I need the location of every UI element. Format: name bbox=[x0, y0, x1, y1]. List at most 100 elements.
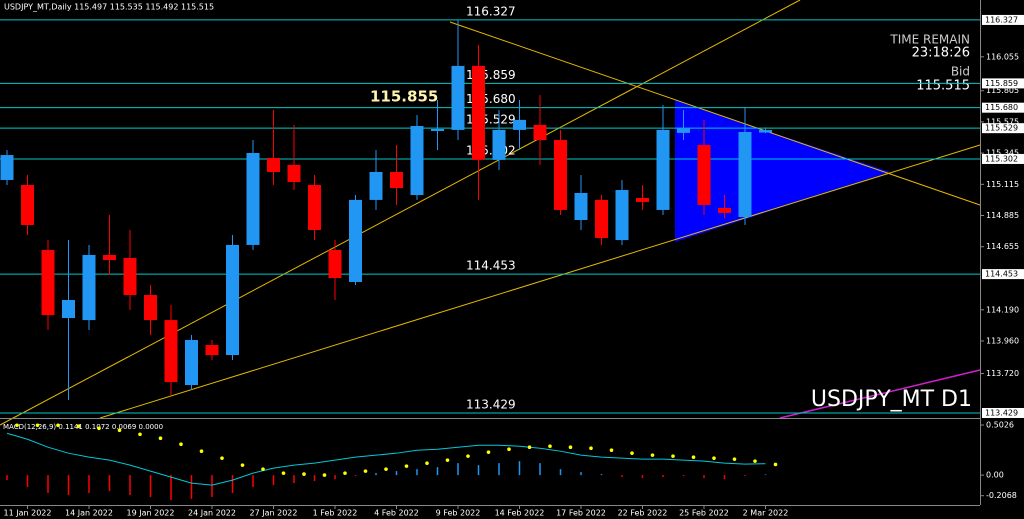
candle-body bbox=[390, 171, 403, 188]
candle-body bbox=[574, 192, 588, 220]
x-tick-label: 1 Feb 2022 bbox=[313, 509, 358, 518]
x-tick-label: 25 Feb 2022 bbox=[679, 509, 729, 518]
signal-dot bbox=[138, 432, 142, 437]
signal-dot bbox=[363, 469, 368, 473]
candle-body bbox=[267, 158, 280, 172]
candle-body bbox=[164, 320, 178, 383]
candle-body bbox=[636, 198, 649, 202]
y-tick-label: 0.5026 bbox=[986, 421, 1014, 430]
signal-dot bbox=[302, 472, 306, 476]
y-tick-label: 114.655 bbox=[986, 242, 1019, 251]
signal-dot bbox=[507, 447, 511, 451]
signal-dot bbox=[404, 464, 409, 468]
signal-dot bbox=[199, 449, 204, 453]
signal-dot bbox=[671, 454, 675, 458]
signal-dot bbox=[97, 426, 101, 431]
candle-body bbox=[615, 190, 629, 241]
y-tick-label: 114.190 bbox=[986, 305, 1019, 314]
level-box bbox=[982, 269, 1024, 280]
signal-dot bbox=[179, 442, 183, 447]
candle-body bbox=[533, 124, 547, 140]
candle-body bbox=[738, 131, 752, 218]
x-tick-label: 24 Jan 2022 bbox=[188, 509, 236, 518]
level-axis-label: 115.680 bbox=[985, 103, 1018, 112]
bid-value: 115.515 bbox=[916, 79, 970, 94]
macd-title: MACD(12,26,9) 0.1141 0.1072 0.0069 0.000… bbox=[3, 423, 163, 431]
level-axis-label: 115.529 bbox=[985, 124, 1018, 133]
x-tick-label: 27 Jan 2022 bbox=[250, 509, 298, 518]
signal-dot bbox=[630, 451, 634, 455]
x-tick-label: 9 Feb 2022 bbox=[436, 509, 481, 518]
candle-body bbox=[21, 184, 34, 226]
level-label: 114.453 bbox=[466, 259, 516, 273]
trend-line bbox=[99, 144, 981, 419]
signal-dot bbox=[691, 455, 696, 459]
level-box bbox=[982, 153, 1024, 164]
candle-body bbox=[472, 65, 485, 160]
candle-body bbox=[697, 144, 711, 205]
candle-body bbox=[82, 254, 96, 321]
signal-dot bbox=[589, 446, 593, 451]
signal-dot bbox=[486, 450, 491, 454]
x-tick-label: 19 Jan 2022 bbox=[127, 509, 175, 518]
signal-dot bbox=[56, 423, 60, 428]
price-annotation: 115.855 bbox=[370, 88, 438, 106]
candle-body bbox=[410, 125, 424, 196]
signal-dot bbox=[343, 471, 347, 475]
signal-dot bbox=[650, 453, 655, 457]
signal-dot bbox=[609, 448, 614, 452]
signal-dot bbox=[117, 428, 122, 433]
candle-body bbox=[677, 127, 690, 133]
candle-body bbox=[718, 207, 731, 213]
x-tick-label: 14 Feb 2022 bbox=[495, 509, 545, 518]
candle-body bbox=[246, 152, 260, 245]
x-tick-label: 22 Feb 2022 bbox=[618, 509, 668, 518]
candle-body bbox=[123, 257, 137, 295]
signal-dot bbox=[445, 458, 450, 462]
symbol-label: USDJPY_MT D1 bbox=[811, 387, 972, 412]
y-tick-label: 113.960 bbox=[986, 336, 1019, 345]
x-tick-label: 11 Jan 2022 bbox=[4, 509, 52, 518]
signal-dot bbox=[753, 459, 757, 463]
signal-dot bbox=[76, 424, 81, 429]
candle-body bbox=[451, 65, 465, 130]
level-box bbox=[982, 407, 1024, 418]
signal-dot bbox=[548, 444, 552, 449]
signal-dot bbox=[240, 463, 245, 467]
y-tick-label: 116.055 bbox=[986, 52, 1019, 61]
level-box bbox=[982, 78, 1024, 89]
x-tick-label: 14 Jan 2022 bbox=[65, 509, 113, 518]
candle-body bbox=[144, 294, 157, 321]
candle-body bbox=[62, 300, 75, 319]
signal-dot bbox=[527, 445, 532, 450]
time-remain-label: TIME REMAIN bbox=[889, 33, 970, 47]
signal-dot bbox=[281, 471, 286, 475]
level-box bbox=[982, 123, 1024, 134]
chart-header: USDJPY_MT,Daily 115.497 115.535 115.492 … bbox=[4, 3, 214, 12]
candle-body bbox=[554, 139, 567, 210]
signal-dot bbox=[261, 467, 265, 471]
candle-body bbox=[595, 199, 608, 239]
signal-dot bbox=[568, 445, 573, 450]
level-axis-label: 114.453 bbox=[985, 270, 1018, 279]
signal-dot bbox=[158, 436, 163, 441]
signal-dot bbox=[425, 461, 429, 465]
triangle-drawing bbox=[675, 100, 890, 242]
y-tick-label: 115.575 bbox=[986, 117, 1019, 126]
y-tick-label: 114.885 bbox=[986, 211, 1019, 220]
level-label: 116.327 bbox=[466, 4, 516, 18]
signal-dot bbox=[773, 462, 778, 467]
level-box bbox=[982, 102, 1024, 113]
y-tick-label: 0.00 bbox=[986, 471, 1004, 480]
signal-dot bbox=[384, 467, 388, 471]
candle-body bbox=[349, 199, 362, 282]
candle-body bbox=[431, 128, 444, 132]
signal-dot bbox=[712, 456, 716, 460]
candle-body bbox=[0, 155, 14, 180]
candle-body bbox=[226, 244, 239, 356]
trend-line bbox=[779, 369, 981, 419]
x-tick-label: 2 Mar 2022 bbox=[743, 509, 789, 518]
candle-body bbox=[41, 249, 55, 316]
candle-body bbox=[656, 129, 670, 210]
